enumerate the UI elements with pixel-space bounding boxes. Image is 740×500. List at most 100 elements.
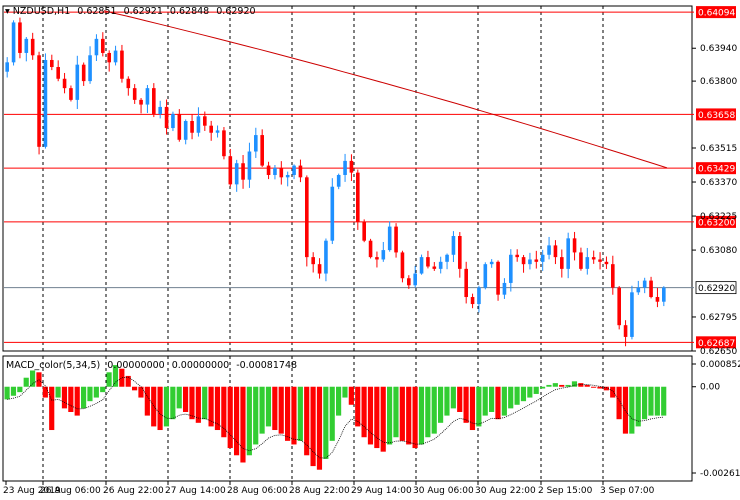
macd-bar bbox=[304, 386, 310, 456]
macd-bar bbox=[10, 386, 17, 396]
candle-bull bbox=[88, 55, 92, 82]
macd-bar bbox=[278, 386, 284, 434]
macd-bar bbox=[4, 386, 10, 400]
macd-bar bbox=[342, 386, 348, 398]
macd-bar bbox=[170, 386, 176, 420]
indicator-name: MACD_color(5,34,5) bbox=[6, 360, 100, 371]
candle-bear bbox=[69, 88, 73, 100]
macd-bar bbox=[272, 386, 278, 431]
candle-bull bbox=[171, 113, 175, 129]
macd-bar bbox=[425, 386, 431, 438]
macd-bar bbox=[246, 386, 252, 456]
candle-bear bbox=[515, 254, 519, 258]
moving-average bbox=[103, 10, 668, 169]
candle-bull bbox=[113, 50, 118, 63]
macd-bar bbox=[132, 386, 138, 391]
candle-bear bbox=[81, 64, 86, 82]
candle-bear bbox=[209, 125, 213, 133]
symbol-header: ▾ NZDUSD,H1 0.62851 0.62921 0.62848 0.62… bbox=[5, 6, 256, 17]
macd-bar bbox=[61, 386, 68, 409]
macd-bar bbox=[622, 386, 629, 434]
candle-bear bbox=[356, 172, 360, 222]
candle-bear bbox=[107, 52, 111, 63]
candle-bull bbox=[445, 254, 449, 262]
candle-bull bbox=[547, 245, 551, 255]
macd-bar bbox=[157, 386, 163, 431]
macd-bar bbox=[316, 386, 323, 470]
candle-bull bbox=[451, 236, 456, 255]
macd-bar bbox=[291, 386, 297, 445]
candle-bear bbox=[164, 106, 169, 129]
ma-line bbox=[103, 10, 668, 169]
candle-bear bbox=[368, 240, 373, 258]
candle-bull bbox=[630, 292, 634, 337]
candle-bear bbox=[426, 257, 430, 267]
macd-bar bbox=[81, 386, 87, 409]
current-price-label: 0.62920 bbox=[698, 284, 735, 294]
macd-bar bbox=[189, 386, 195, 420]
candle-bull bbox=[234, 163, 239, 185]
candle-bull bbox=[330, 186, 335, 241]
macd-bar bbox=[119, 368, 125, 387]
macd-bar bbox=[584, 384, 590, 387]
candle-bear bbox=[534, 259, 539, 262]
candle-bear bbox=[311, 257, 315, 265]
macd-bar bbox=[393, 386, 399, 438]
macd-bar bbox=[214, 386, 221, 431]
macd-bar bbox=[431, 386, 437, 434]
candle-bull bbox=[215, 130, 220, 133]
macd-bar bbox=[457, 386, 463, 412]
candle-bear bbox=[317, 264, 322, 274]
candle-bear bbox=[279, 167, 284, 178]
candle-bear bbox=[203, 116, 207, 126]
horizontal-levels: 0.64094 0.63658 0.63429 0.63200 0.62687 0.629… bbox=[4, 6, 737, 349]
macd-bar bbox=[42, 386, 48, 398]
macd-bar bbox=[125, 375, 131, 387]
price-label: 0.62650 bbox=[700, 347, 737, 357]
price-label: 0.63080 bbox=[700, 246, 737, 256]
macd-bar bbox=[514, 386, 520, 405]
macd-bar bbox=[93, 386, 99, 398]
candle-bear bbox=[349, 160, 354, 173]
candle-bear bbox=[139, 99, 143, 105]
macd-bar bbox=[571, 381, 578, 387]
candle-bull bbox=[158, 106, 162, 114]
candle-bear bbox=[496, 261, 500, 295]
candle-bull bbox=[145, 88, 150, 105]
candle-bull bbox=[43, 59, 48, 147]
macd-bar bbox=[578, 383, 584, 387]
macd-bar bbox=[138, 386, 144, 398]
macd-bar bbox=[559, 384, 565, 387]
price-label: 0.63800 bbox=[700, 77, 737, 87]
candle-bear bbox=[126, 78, 131, 89]
macd-bar bbox=[112, 365, 119, 387]
candle-bull bbox=[285, 174, 290, 178]
macd-bar bbox=[508, 386, 514, 409]
time-label: 3 Sep 07:00 bbox=[600, 486, 655, 496]
candle-bear bbox=[298, 165, 303, 178]
macd-bar bbox=[450, 386, 456, 409]
macd-bar bbox=[654, 386, 660, 416]
macd-bar bbox=[202, 386, 208, 420]
candle-bear bbox=[132, 88, 137, 100]
candle-bear bbox=[30, 38, 35, 56]
time-label: 30 Aug 22:00 bbox=[475, 486, 536, 496]
price-label: 0.63370 bbox=[700, 178, 737, 188]
macd-bar bbox=[240, 386, 246, 463]
low-value: 0.62848 bbox=[170, 6, 209, 17]
candle-bear bbox=[407, 278, 411, 286]
candle-bull bbox=[5, 62, 9, 72]
candle-bear bbox=[470, 297, 475, 305]
candle-bull bbox=[254, 135, 258, 152]
macd-bar bbox=[195, 386, 201, 423]
candle-bull bbox=[413, 273, 417, 286]
candle-bull bbox=[636, 287, 641, 293]
high-value: 0.62921 bbox=[124, 6, 163, 17]
macd-bar bbox=[323, 386, 329, 459]
open-value: 0.62851 bbox=[77, 6, 116, 17]
macd-bar bbox=[17, 386, 23, 393]
price-axis: 0.63940 0.63800 0.63515 0.63370 0.63225 0.630… bbox=[692, 44, 737, 357]
candle-bear bbox=[56, 67, 60, 79]
macd-bar bbox=[444, 386, 450, 416]
